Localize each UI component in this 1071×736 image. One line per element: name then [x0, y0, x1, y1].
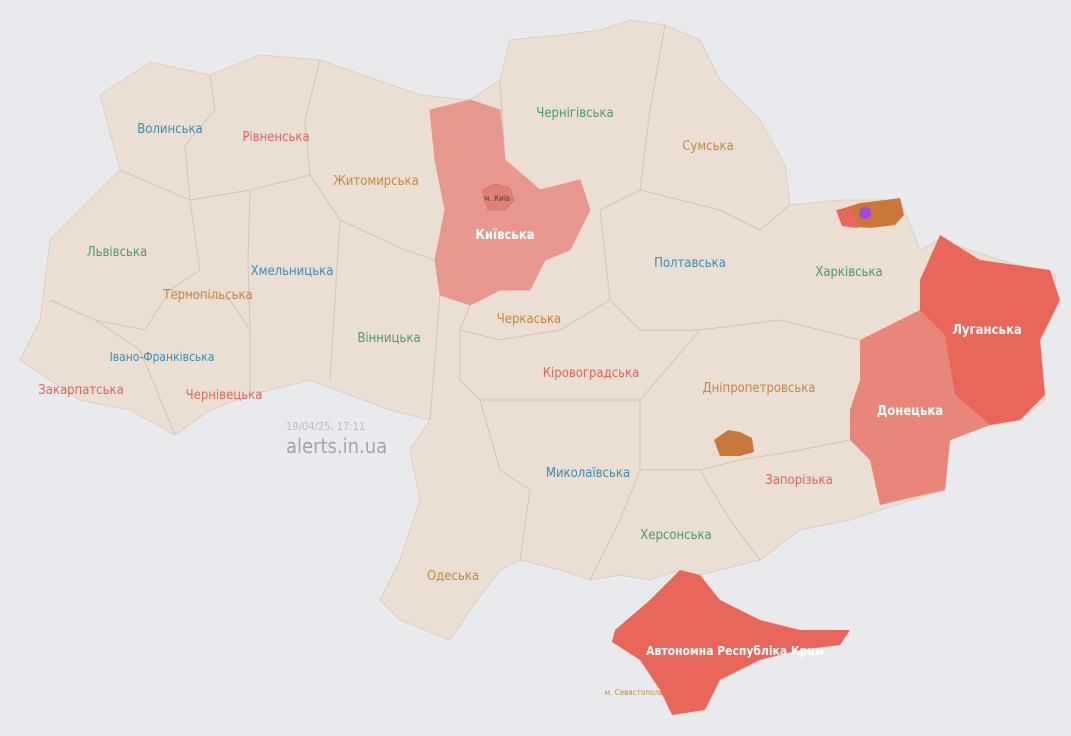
label-crimea: Автономна Республіка Крим	[646, 644, 824, 658]
label-kyivska: Київська	[475, 228, 534, 243]
region-crimea[interactable]	[612, 570, 850, 715]
uav-marker-icon	[859, 207, 871, 219]
label-zakarpatska: Закарпатська	[38, 383, 124, 398]
label-rivnenska: Рівненська	[242, 130, 309, 145]
label-kyiv-city: м. Київ	[484, 194, 510, 203]
region-kyiv-city[interactable]	[481, 183, 515, 211]
ukraine-land	[19, 19, 1056, 641]
label-ivano-frankivska: Івано-Франківська	[110, 350, 215, 364]
label-lvivska: Львівська	[87, 245, 147, 260]
label-vinnytska: Вінницька	[357, 331, 420, 346]
oblast-borders	[49, 24, 861, 581]
label-ternopilska: Тернопільська	[162, 288, 252, 303]
community-alert-dnipro-south[interactable]	[714, 430, 754, 456]
region-labels: Волинська Рівненська Житомирська Київськ…	[38, 106, 1022, 697]
label-donetska: Донецька	[877, 404, 943, 419]
region-luhanska[interactable]	[920, 235, 1060, 425]
label-poltavska: Полтавська	[654, 256, 726, 271]
label-khersonska: Херсонська	[640, 528, 711, 543]
label-kirovohradska: Кіровоградська	[543, 366, 640, 381]
label-odeska: Одеська	[427, 569, 479, 584]
label-sevastopol: м. Севастополь	[605, 688, 664, 697]
label-dnipropetrovska: Дніпропетровська	[703, 381, 816, 396]
label-luhanska: Луганська	[952, 323, 1022, 338]
label-zhytomyrska: Житомирська	[333, 174, 419, 189]
label-khmelnytska: Хмельницька	[251, 264, 334, 279]
label-zaporizka: Запорізька	[765, 473, 833, 488]
label-kharkivska: Харківська	[815, 265, 882, 280]
region-donetska[interactable]	[850, 310, 990, 505]
map-timestamp: 19/04/25, 17:11	[286, 420, 366, 433]
label-chernihivska: Чернігівська	[536, 106, 613, 121]
community-alert-kharkiv-north-red[interactable]	[836, 207, 858, 228]
label-chernivetska: Чернівецька	[186, 388, 263, 403]
site-watermark: alerts.in.ua	[286, 434, 388, 458]
label-mykolaivska: Миколаївська	[546, 466, 630, 481]
label-cherkaska: Черкаська	[497, 312, 561, 327]
label-volynska: Волинська	[137, 122, 202, 137]
label-sumska: Сумська	[682, 139, 733, 154]
